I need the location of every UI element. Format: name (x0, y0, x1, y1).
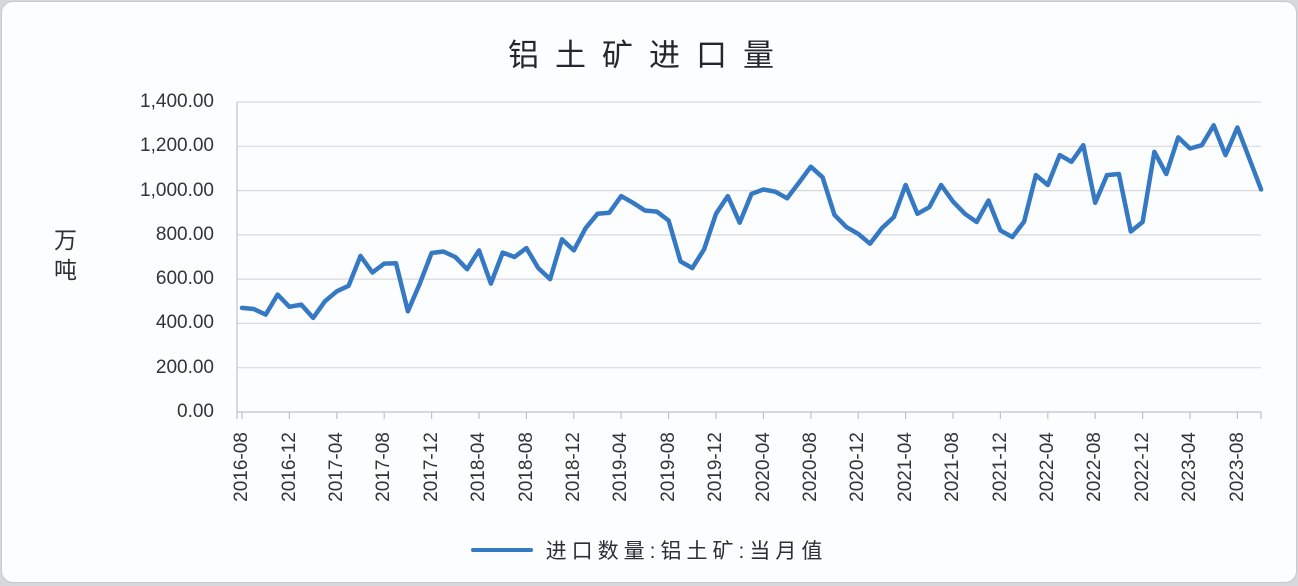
y-axis-title: 万吨 (54, 227, 77, 283)
y-axis-tick-label: 800.00 (155, 223, 214, 245)
y-axis-tick-label: 1,000.00 (140, 179, 214, 201)
y-axis-tick-label: 600.00 (155, 268, 214, 290)
y-axis-tick-label: 200.00 (155, 356, 214, 378)
chart-title: 铝土矿进口量 (508, 38, 790, 73)
legend-line-swatch (470, 548, 533, 552)
y-axis-tick-label: 1,200.00 (140, 135, 214, 157)
series-line (239, 123, 1264, 321)
x-axis-tick-label: 2023-08 (1226, 432, 1248, 502)
y-axis-tick-labels: 1,400.00 1,200.00 1,000.00 800.00 600.00 400.… (62, 2, 214, 586)
legend-label: 进口数量:铝土矿:当月值 (545, 540, 828, 563)
legend: 进口数量:铝土矿:当月值 (2, 535, 1296, 565)
y-axis-tick-label: 0.00 (177, 401, 214, 422)
y-axis-tick-label: 1,400.00 (140, 91, 214, 112)
y-axis-tick-label: 400.00 (155, 312, 214, 334)
